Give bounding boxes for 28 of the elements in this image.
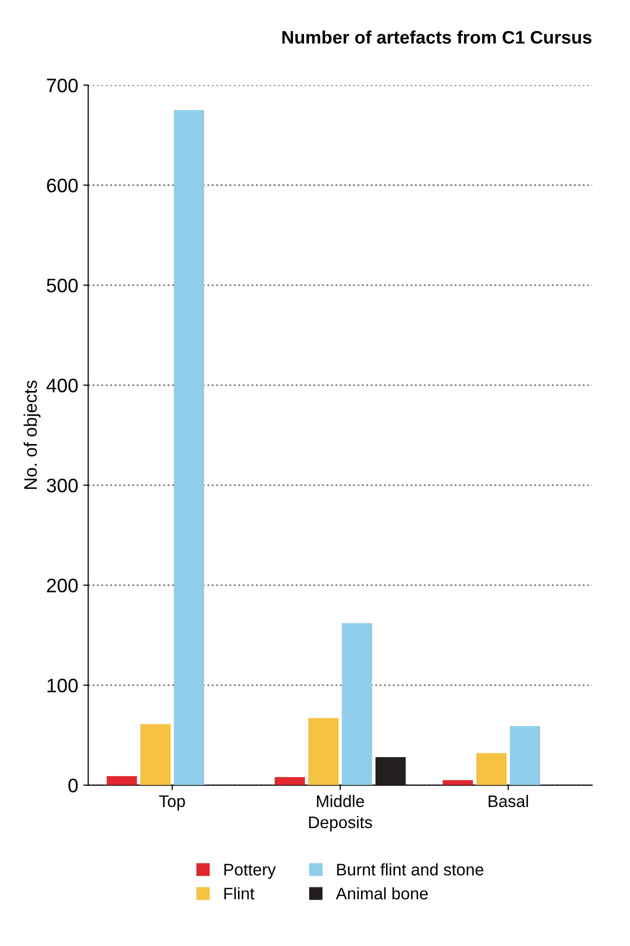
bar [510, 726, 540, 786]
y-tick-label: 600 [47, 178, 78, 192]
legend-label: Animal bone [336, 887, 428, 900]
x-axis-title: Deposits [309, 816, 372, 832]
bar [442, 780, 473, 786]
y-tick-label: 100 [48, 678, 78, 692]
x-tick-label: Basal [488, 794, 528, 808]
bar [308, 718, 339, 786]
bar [174, 110, 204, 786]
bar [342, 623, 372, 786]
y-tick-label: 200 [47, 578, 78, 592]
legend-label: Burnt flint and stone [337, 863, 484, 876]
bar [274, 777, 305, 786]
y-axis-title: No. of objects [24, 380, 40, 489]
bar [140, 724, 171, 786]
legend-label: Flint [224, 887, 254, 900]
y-tick-label: 500 [46, 278, 78, 292]
bar [106, 776, 137, 786]
bar [375, 757, 406, 786]
y-tick-label: 300 [46, 478, 78, 492]
y-tick-label: 400 [46, 378, 78, 392]
bar [476, 753, 507, 786]
x-tick-label: Top [159, 796, 185, 810]
chart-title: Number of artefacts from C1 Cursus [282, 30, 592, 44]
y-tick-label: 0 [68, 778, 78, 792]
y-tick-label: 700 [47, 78, 78, 92]
legend-label: Pottery [224, 864, 276, 879]
x-tick-label: Middle [317, 794, 364, 808]
